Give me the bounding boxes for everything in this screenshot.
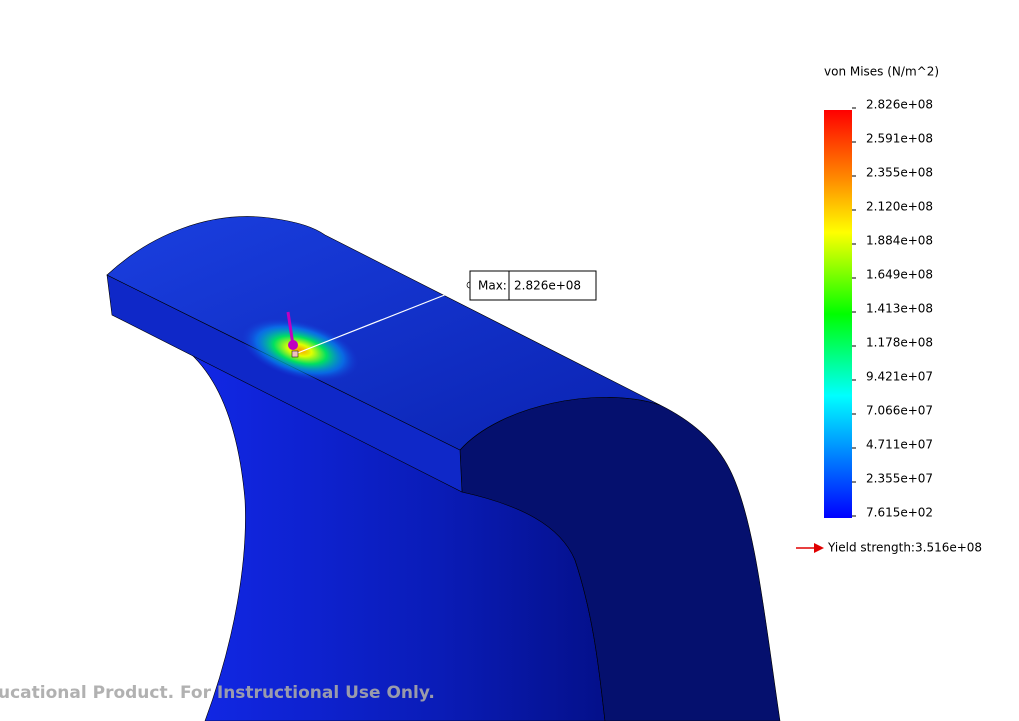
probe: Max: 2.826e+08 (469, 270, 597, 301)
tick-label: 1.649e+08 (866, 268, 933, 282)
legend-title: von Mises (N/m^2) (824, 65, 939, 79)
color-bar (824, 110, 852, 518)
model (106, 216, 781, 721)
legend: von Mises (N/m^2) 2.826e+08 2.591e+08 2.35… (824, 65, 939, 520)
tick-label: 2.355e+07 (866, 472, 933, 486)
tick-label: 2.826e+08 (866, 98, 933, 112)
tick-label: 1.178e+08 (866, 336, 933, 350)
tick-label: 9.421e+07 (866, 370, 933, 384)
probe-box (469, 270, 597, 301)
probe-label: Max: (478, 279, 507, 293)
tick-label: 1.884e+08 (866, 234, 933, 248)
watermark: ucational Product. For Instructional Use… (0, 683, 435, 703)
tick-label: 2.591e+08 (866, 132, 933, 146)
probe-value: 2.826e+08 (514, 279, 581, 293)
tick-label: 7.066e+07 (866, 404, 933, 418)
yield: Yield strength: 3.516e+08 (796, 541, 982, 555)
yield-label: Yield strength: (827, 541, 915, 555)
tick-label: 7.615e+02 (866, 506, 933, 520)
tick-label: 1.413e+08 (866, 302, 933, 316)
tick-label: 2.355e+08 (866, 166, 933, 180)
yield-value: 3.516e+08 (915, 541, 982, 555)
tick-label: 2.120e+08 (866, 200, 933, 214)
tick-label: 4.711e+07 (866, 438, 933, 452)
